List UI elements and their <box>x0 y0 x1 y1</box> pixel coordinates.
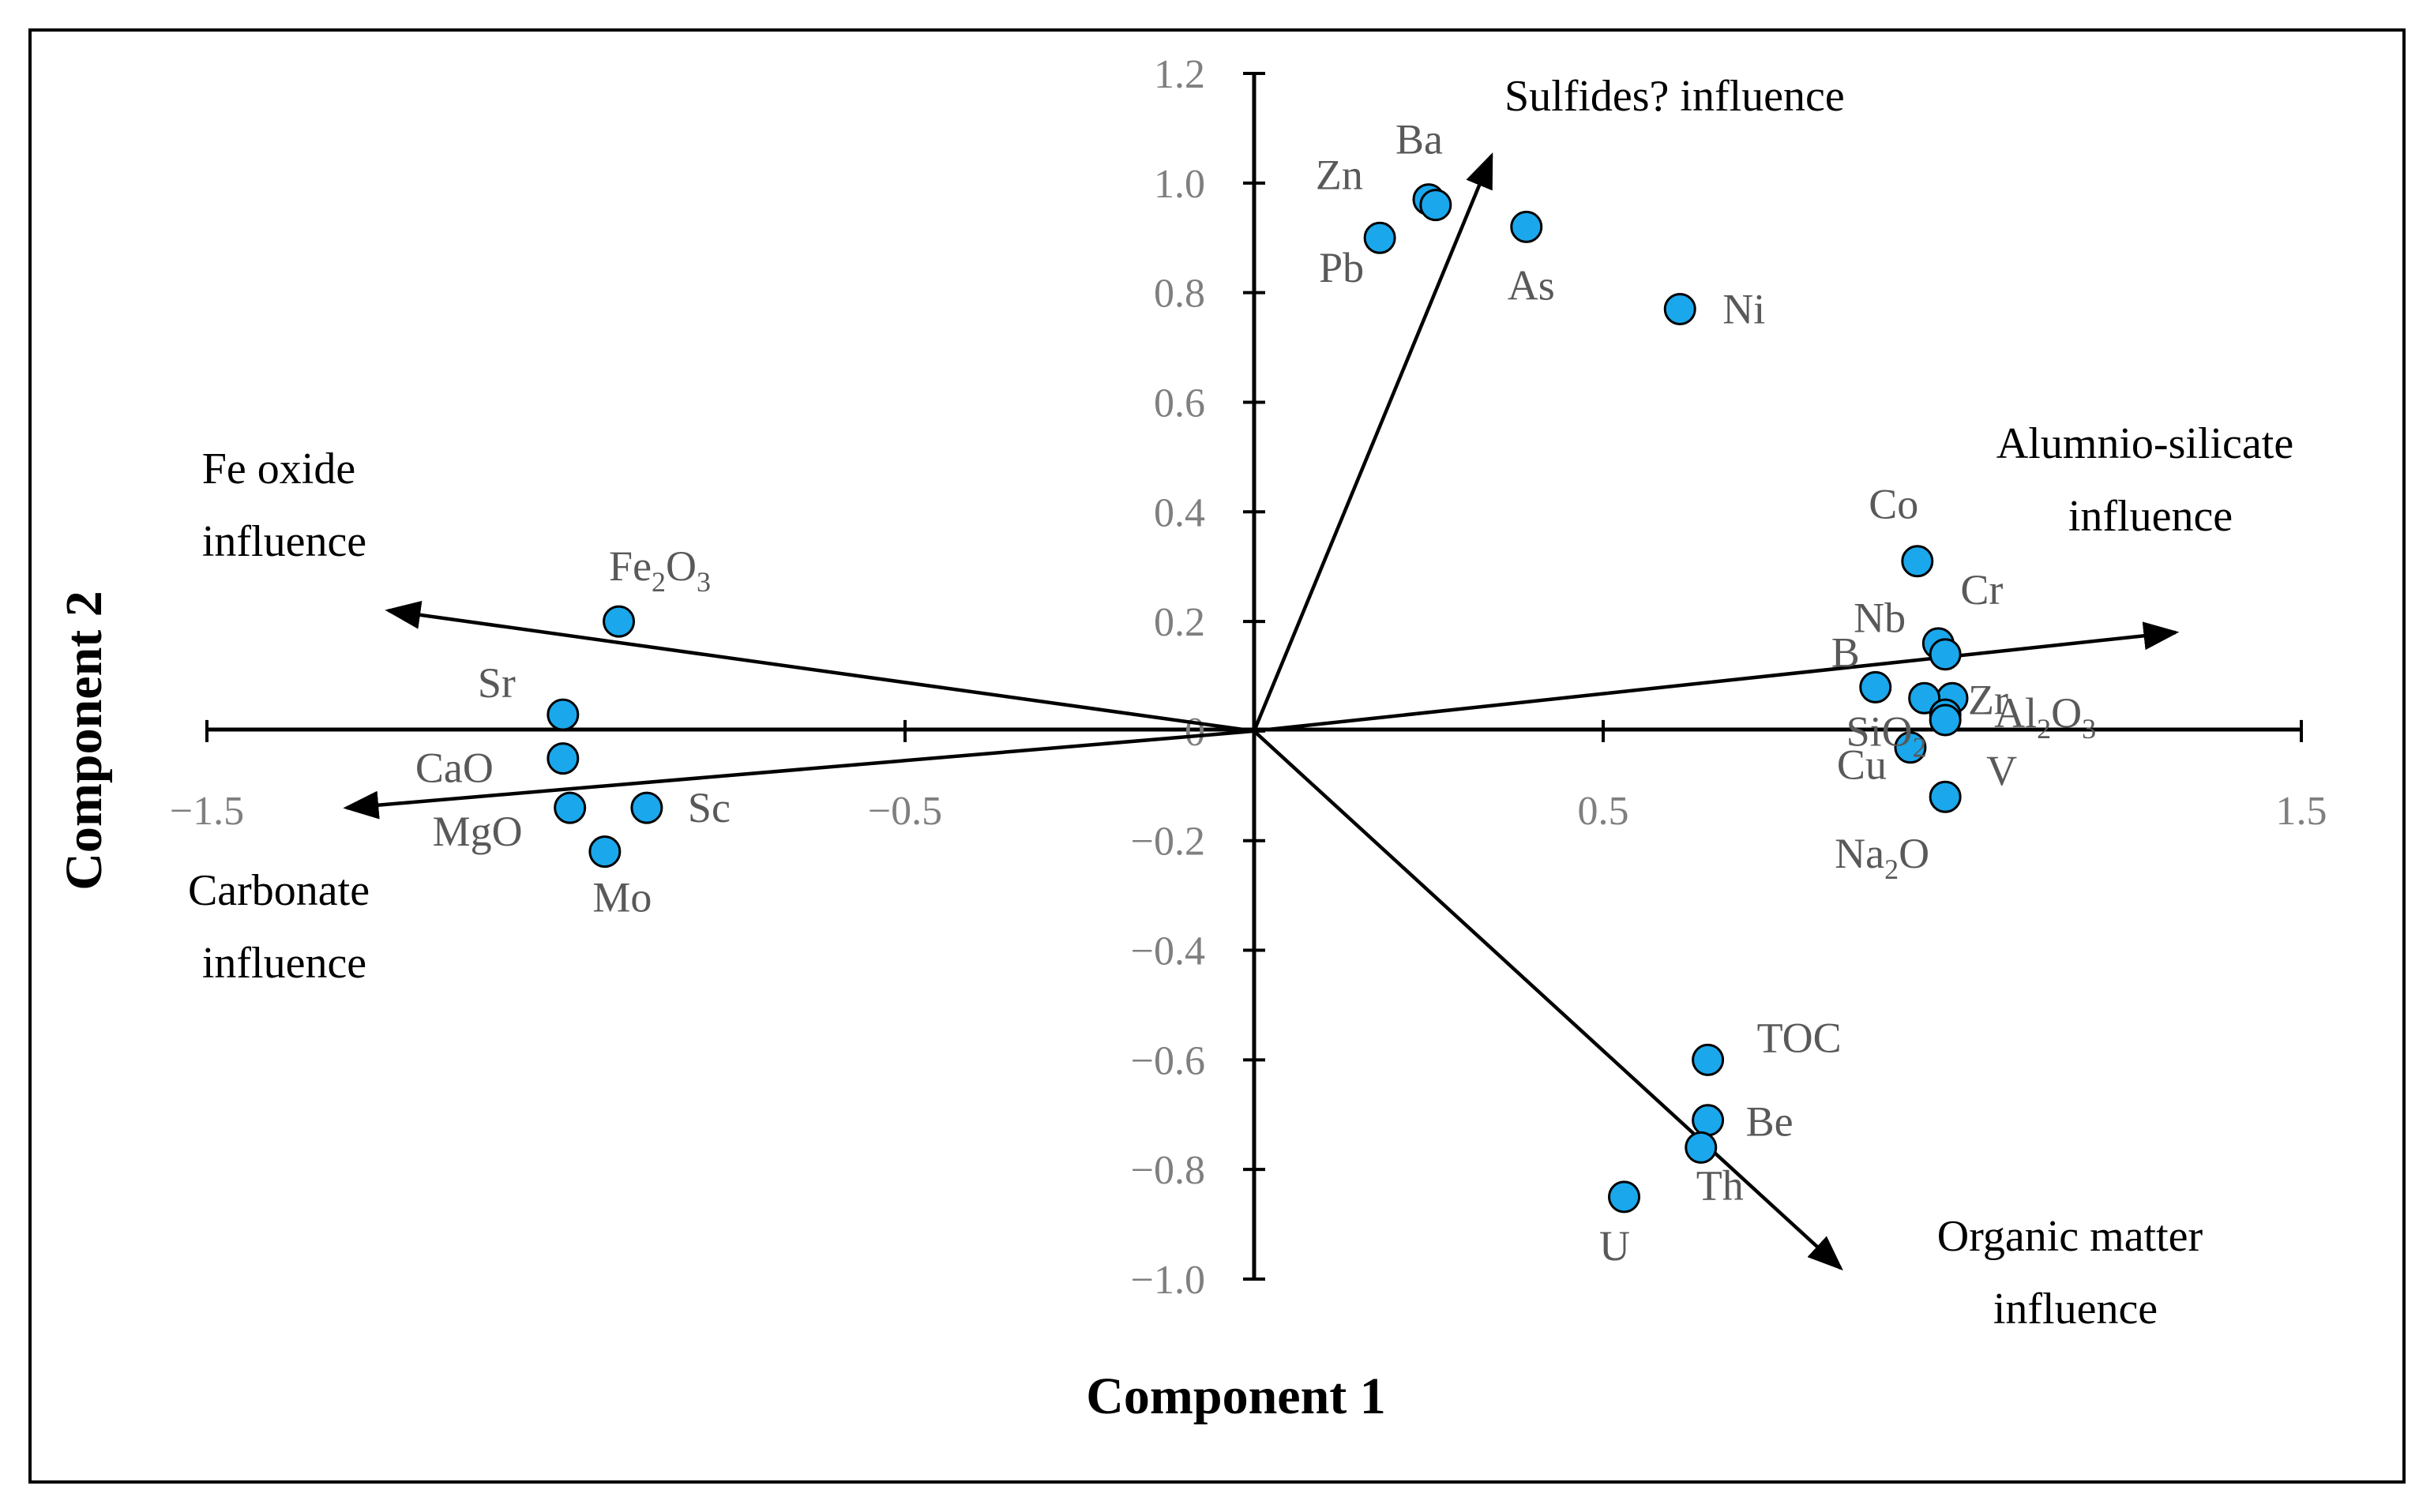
point-label-mo: Mo <box>592 874 652 921</box>
point-v <box>1929 703 1962 737</box>
point-label-pb: Pb <box>1319 244 1364 291</box>
x-ticks: −1.5 −0.5 0.5 1.5 <box>170 719 2327 834</box>
annotation-organic-matter-line-1: Organic matter <box>1937 1212 2203 1261</box>
point-mgo <box>554 791 587 824</box>
point-label-zn: Zn <box>1316 152 1363 199</box>
point-label-mgo: MgO <box>433 808 523 855</box>
point-label-toc: TOC <box>1757 1014 1842 1061</box>
y-ticks: 1.2 1.0 0.8 0.6 0.4 0.2 0 −0.2 −0.4 −0.6 −0.8 −1.0 <box>1131 52 1265 1303</box>
annotation-carbonate-line-1: Carbonate <box>188 866 370 915</box>
point-nb <box>1929 638 1962 671</box>
annotation-sulfides-line: Sulfides? influence <box>1504 72 1845 121</box>
point-label-na2o: Na2O <box>1835 830 1929 885</box>
point-mo <box>588 835 622 869</box>
annotation-aluminosilicate-line-1: Alumnio-silicate <box>1996 419 2293 468</box>
y-tick-label: 0 <box>1185 710 1205 755</box>
point-label-cao: CaO <box>415 745 494 792</box>
vector-alumnio-silicate-influence <box>1253 621 2180 733</box>
y-axis-title: Component 2 <box>55 591 113 891</box>
annotation-aluminosilicate-line-2: influence <box>2068 492 2233 541</box>
vector-fe-oxide-influence <box>385 600 1255 733</box>
chart-frame <box>28 28 2406 1484</box>
point-label-be: Be <box>1746 1098 1794 1146</box>
annotation-carbonate: Carbonate influence <box>188 866 381 988</box>
point-label-as: As <box>1508 261 1555 309</box>
y-tick-label: 1.0 <box>1154 162 1205 207</box>
annotation-organic-matter: Organic matter influence <box>1937 1212 2214 1334</box>
point-zn <box>1419 189 1452 222</box>
point-label-u: U <box>1599 1222 1630 1270</box>
y-tick-label: 1.2 <box>1154 52 1205 97</box>
point-label-v: V <box>1986 747 2017 794</box>
x-tick-label: −1.5 <box>170 789 244 834</box>
point-b <box>1859 670 1892 703</box>
vector-carbonate-influence <box>343 729 1255 820</box>
point-pb <box>1363 221 1396 254</box>
point-label-sc: Sc <box>688 784 731 831</box>
point-label-ba: Ba <box>1395 116 1443 163</box>
annotation-fe-oxide-line-2: influence <box>202 517 366 566</box>
annotation-fe-oxide-line-1: Fe oxide <box>202 445 355 493</box>
point-label-cu: Cu <box>1837 741 1887 789</box>
point-na2o <box>1929 780 1962 813</box>
point-label-fe2o3: Fe2O3 <box>609 542 711 598</box>
point-label-sio2: SiO2 <box>1846 707 1927 763</box>
point-label-sr: Sr <box>478 659 516 707</box>
y-tick-label: 0.2 <box>1154 600 1205 645</box>
x-axis-title: Component 1 <box>1086 1368 1386 1425</box>
data-points <box>547 183 1969 1214</box>
annotation-aluminosilicate: Alumnio-silicate influence <box>1996 419 2304 541</box>
point-cao <box>547 742 580 775</box>
point-label-cr: Cr <box>1960 566 2003 613</box>
influence-vectors <box>343 152 2180 1271</box>
y-tick-label: −0.8 <box>1131 1148 1205 1193</box>
point-label-co: Co <box>1869 481 1918 528</box>
y-tick-label: 0.6 <box>1154 381 1205 426</box>
point-sc <box>630 791 663 824</box>
point-u <box>1608 1180 1641 1214</box>
point-fe2o3 <box>603 605 636 638</box>
annotation-organic-matter-line-2: influence <box>1993 1285 2158 1334</box>
x-tick-label: 0.5 <box>1578 789 1629 834</box>
vector-sulfides-influence <box>1252 152 1493 732</box>
point-label-th: Th <box>1696 1161 1744 1209</box>
point-label-nb: Nb <box>1854 595 1906 642</box>
point-sr <box>547 698 580 731</box>
annotation-fe-oxide: Fe oxide influence <box>202 445 366 566</box>
y-tick-label: −1.0 <box>1131 1258 1205 1303</box>
point-toc <box>1692 1043 1725 1076</box>
point-label-ni: Ni <box>1722 285 1765 332</box>
vector-organic-matter-influence <box>1253 730 1843 1271</box>
x-tick-label: 1.5 <box>2276 789 2327 834</box>
y-tick-label: −0.6 <box>1131 1038 1205 1083</box>
point-label-al2o3: Al2O3 <box>1994 689 2096 745</box>
point-ni <box>1663 292 1696 325</box>
point-label-b: B <box>1831 628 1860 676</box>
point-as <box>1510 210 1543 243</box>
y-tick-label: −0.2 <box>1131 820 1205 865</box>
point-label-zr: Zr <box>1968 676 2008 723</box>
point-co <box>1901 545 1934 578</box>
point-th <box>1685 1131 1718 1164</box>
y-tick-label: 0.8 <box>1154 272 1205 317</box>
y-tick-label: −0.4 <box>1131 929 1205 974</box>
y-tick-label: 0.4 <box>1154 490 1205 535</box>
annotation-carbonate-line-2: influence <box>202 939 366 988</box>
annotation-sulfides: Sulfides? influence <box>1504 72 1845 121</box>
x-tick-label: −0.5 <box>868 789 942 834</box>
point-cu <box>1894 731 1927 764</box>
point-be <box>1692 1104 1725 1137</box>
point-labels: Ba Zn Pb As Ni Co Cr Nb Zr B SiO2 Al2O3 Cu V Na2O Fe2O3… <box>415 116 2096 1270</box>
